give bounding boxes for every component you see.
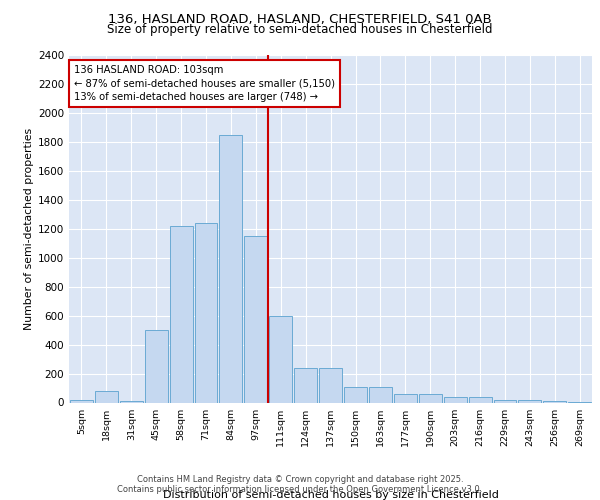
Bar <box>494 400 517 402</box>
Bar <box>269 316 292 402</box>
Bar <box>120 401 143 402</box>
Bar <box>344 386 367 402</box>
Bar <box>394 394 417 402</box>
Bar <box>145 330 167 402</box>
Y-axis label: Number of semi-detached properties: Number of semi-detached properties <box>24 128 34 330</box>
Bar <box>294 368 317 402</box>
Bar <box>244 236 268 402</box>
Bar <box>518 400 541 402</box>
Bar <box>469 397 491 402</box>
Bar <box>70 400 93 402</box>
Bar <box>319 368 342 402</box>
Bar <box>369 386 392 402</box>
Bar <box>170 226 193 402</box>
Text: 136 HASLAND ROAD: 103sqm
← 87% of semi-detached houses are smaller (5,150)
13% o: 136 HASLAND ROAD: 103sqm ← 87% of semi-d… <box>74 66 335 102</box>
Bar <box>194 223 217 402</box>
Bar <box>95 391 118 402</box>
Text: Contains HM Land Registry data © Crown copyright and database right 2025.
Contai: Contains HM Land Registry data © Crown c… <box>118 474 482 494</box>
Bar <box>419 394 442 402</box>
Bar <box>220 134 242 402</box>
Text: Size of property relative to semi-detached houses in Chesterfield: Size of property relative to semi-detach… <box>107 24 493 36</box>
Text: 136, HASLAND ROAD, HASLAND, CHESTERFIELD, S41 0AB: 136, HASLAND ROAD, HASLAND, CHESTERFIELD… <box>108 12 492 26</box>
X-axis label: Distribution of semi-detached houses by size in Chesterfield: Distribution of semi-detached houses by … <box>163 490 499 500</box>
Bar <box>444 397 467 402</box>
